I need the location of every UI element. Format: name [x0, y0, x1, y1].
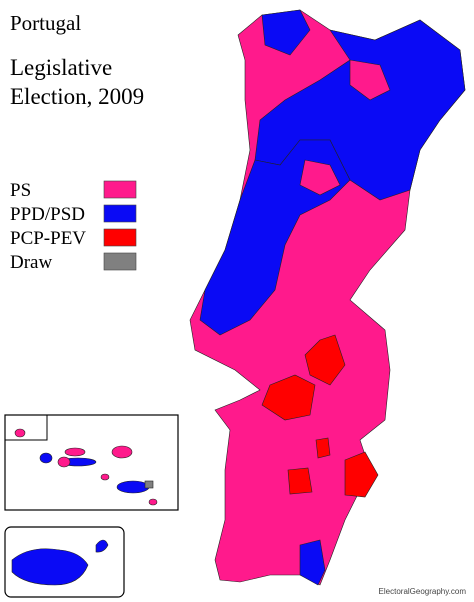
- region: [344, 451, 379, 498]
- azores-inset: [4, 414, 179, 511]
- region: [349, 59, 391, 101]
- region: [95, 539, 109, 553]
- region: [261, 374, 316, 421]
- legend-swatch: [103, 228, 137, 247]
- legend-swatch: [103, 180, 137, 199]
- legend-swatch: [103, 252, 137, 271]
- region: [304, 334, 346, 386]
- legend-label: PCP-PEV: [10, 228, 86, 249]
- legend-label: PPD/PSD: [10, 204, 85, 225]
- region: [144, 480, 154, 489]
- map-title: Portugal: [10, 11, 81, 35]
- region: [14, 428, 26, 438]
- region: [315, 437, 331, 459]
- region: [148, 498, 158, 506]
- madeira-inset: [4, 526, 125, 598]
- region: [100, 473, 110, 481]
- region: [299, 159, 341, 196]
- subtitle-line: Election, 2009: [10, 84, 144, 109]
- watermark: ElectoralGeography.com: [379, 587, 467, 596]
- region: [11, 548, 89, 586]
- region: [57, 456, 71, 468]
- subtitle-line: Legislative: [10, 55, 112, 80]
- region: [299, 539, 326, 586]
- mainland-map: [189, 9, 466, 586]
- legend-label: PS: [10, 180, 31, 201]
- legend: PS PPD/PSD PCP-PEV Draw: [10, 180, 137, 273]
- legend-swatch: [103, 204, 137, 223]
- inset-divider: [5, 415, 48, 441]
- region: [261, 9, 311, 56]
- region: [116, 480, 150, 494]
- region: [287, 467, 313, 495]
- legend-label: Draw: [10, 252, 52, 273]
- region: [39, 452, 53, 464]
- region: [64, 447, 86, 457]
- region: [111, 445, 133, 459]
